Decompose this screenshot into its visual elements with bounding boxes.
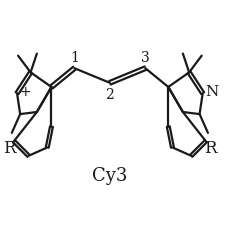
- Text: R: R: [203, 140, 215, 156]
- Text: Cy3: Cy3: [92, 166, 127, 184]
- Text: 2: 2: [105, 88, 114, 102]
- Text: R: R: [3, 140, 16, 156]
- Text: +: +: [19, 85, 31, 99]
- Text: 1: 1: [70, 50, 79, 64]
- Text: 3: 3: [140, 50, 149, 64]
- Text: N: N: [204, 85, 218, 99]
